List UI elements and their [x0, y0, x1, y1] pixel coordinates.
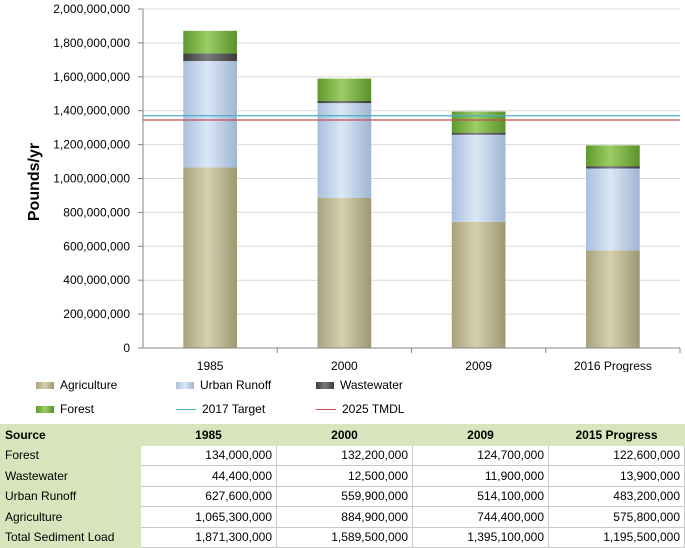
y-tick-label: 400,000,000 — [63, 273, 130, 287]
y-tick-label: 1,600,000,000 — [53, 70, 130, 84]
legend-line-2017-target — [176, 408, 196, 410]
y-tick-label: 1,400,000,000 — [53, 104, 130, 118]
legend-line-2025-tmdl — [316, 408, 336, 410]
bar-urban-runoff — [317, 103, 372, 199]
legend-swatch-wastewater — [316, 381, 334, 389]
table-row: Forest 134,000,000 132,200,000 124,700,0… — [0, 444, 685, 466]
table-row-label: Total Sediment Load — [0, 526, 141, 548]
table-header-row: Source 1985 2000 2009 2015 Progress — [0, 424, 685, 446]
table-row-label: Urban Runoff — [0, 485, 141, 507]
table-cell: 1,871,300,000 — [140, 526, 277, 548]
table-cell: 1,395,100,000 — [412, 526, 549, 548]
x-tick-label: 1985 — [197, 359, 224, 372]
table-row: Wastewater 44,400,000 12,500,000 11,900,… — [0, 465, 685, 487]
stacked-bar-chart: 0 200,000,000 400,000,000 600,000,000 800,00… — [26, 2, 681, 372]
x-tick-label: 2000 — [331, 359, 358, 372]
bar-wastewater — [317, 100, 372, 104]
bar-wastewater — [586, 166, 640, 169]
x-tick-label: 2009 — [465, 359, 492, 372]
legend-label-urban-runoff: Urban Runoff — [200, 378, 272, 392]
table-cell: 11,900,000 — [412, 465, 549, 487]
table-row: Urban Runoff 627,600,000 559,900,000 514… — [0, 485, 685, 507]
legend-item-wastewater: Wastewater — [316, 378, 403, 392]
table-cell: 483,200,000 — [548, 485, 685, 507]
y-tick-label: 0 — [123, 341, 130, 355]
legend-label-agriculture: Agriculture — [60, 378, 118, 392]
bar-forest — [451, 111, 506, 133]
table-header-source: Source — [0, 424, 141, 446]
bar-wastewater — [183, 53, 237, 62]
bar-wastewater — [451, 132, 506, 135]
table-cell: 884,900,000 — [276, 506, 413, 528]
y-tick-label: 1,800,000,000 — [53, 36, 130, 50]
table-cell: 1,589,500,000 — [276, 526, 413, 548]
table-cell: 132,200,000 — [276, 444, 413, 466]
table-cell: 13,900,000 — [548, 465, 685, 487]
bar-agriculture — [586, 250, 640, 348]
chart-legend: Agriculture Urban Runoff Wastewater Fore… — [0, 370, 685, 422]
bar-forest — [586, 145, 640, 167]
table-row-total: Total Sediment Load 1,871,300,000 1,589,… — [0, 526, 685, 548]
y-tick-label: 600,000,000 — [63, 239, 130, 253]
data-table: Source 1985 2000 2009 2015 Progress Fore… — [0, 424, 685, 548]
y-tick-label: 2,000,000,000 — [53, 2, 130, 16]
legend-label-wastewater: Wastewater — [340, 378, 403, 392]
bar-urban-runoff — [183, 61, 237, 168]
bar-agriculture — [317, 198, 372, 348]
legend-item-agriculture: Agriculture — [36, 378, 117, 392]
bar-urban-runoff — [586, 168, 640, 251]
legend-swatch-forest — [36, 405, 54, 413]
table-header-2009: 2009 — [412, 424, 549, 446]
table-cell: 124,700,000 — [412, 444, 549, 466]
table-cell: 575,800,000 — [548, 506, 685, 528]
bar-agriculture — [451, 221, 506, 348]
bar-forest — [317, 78, 372, 101]
y-tick-label: 1,200,000,000 — [53, 138, 130, 152]
legend-item-2025-tmdl: 2025 TMDL — [316, 402, 404, 416]
table-cell: 627,600,000 — [140, 485, 277, 507]
table-header-2015-progress: 2015 Progress — [548, 424, 685, 446]
legend-item-urban-runoff: Urban Runoff — [176, 378, 271, 392]
table-row-label: Forest — [0, 444, 141, 466]
table-cell: 1,195,500,000 — [548, 526, 685, 548]
legend-item-2017-target: 2017 Target — [176, 402, 265, 416]
table-header-2000: 2000 — [276, 424, 413, 446]
table-cell: 559,900,000 — [276, 485, 413, 507]
bar-forest — [183, 30, 237, 54]
legend-label-2017-target: 2017 Target — [202, 402, 266, 416]
table-cell: 514,100,000 — [412, 485, 549, 507]
table-cell: 12,500,000 — [276, 465, 413, 487]
y-tick-label: 200,000,000 — [63, 307, 130, 321]
bar-urban-runoff — [451, 134, 506, 222]
y-tick-label: 1,000,000,000 — [53, 172, 130, 186]
table-cell: 1,065,300,000 — [140, 506, 277, 528]
legend-label-2025-tmdl: 2025 TMDL — [342, 402, 405, 416]
table-cell: 44,400,000 — [140, 465, 277, 487]
table-cell: 122,600,000 — [548, 444, 685, 466]
legend-swatch-agriculture — [36, 381, 54, 389]
legend-label-forest: Forest — [60, 402, 95, 416]
y-axis-label: Pounds/yr — [26, 143, 43, 221]
legend-item-forest: Forest — [36, 402, 94, 416]
table-row-label: Agriculture — [0, 506, 141, 528]
table-row: Agriculture 1,065,300,000 884,900,000 74… — [0, 506, 685, 528]
table-header-1985: 1985 — [140, 424, 277, 446]
y-tick-label: 800,000,000 — [63, 205, 130, 219]
table-cell: 134,000,000 — [140, 444, 277, 466]
bar-agriculture — [183, 167, 237, 348]
table-row-label: Wastewater — [0, 465, 141, 487]
x-tick-label: 2016 Progress — [574, 359, 652, 372]
table-cell: 744,400,000 — [412, 506, 549, 528]
legend-swatch-urban-runoff — [176, 381, 194, 389]
